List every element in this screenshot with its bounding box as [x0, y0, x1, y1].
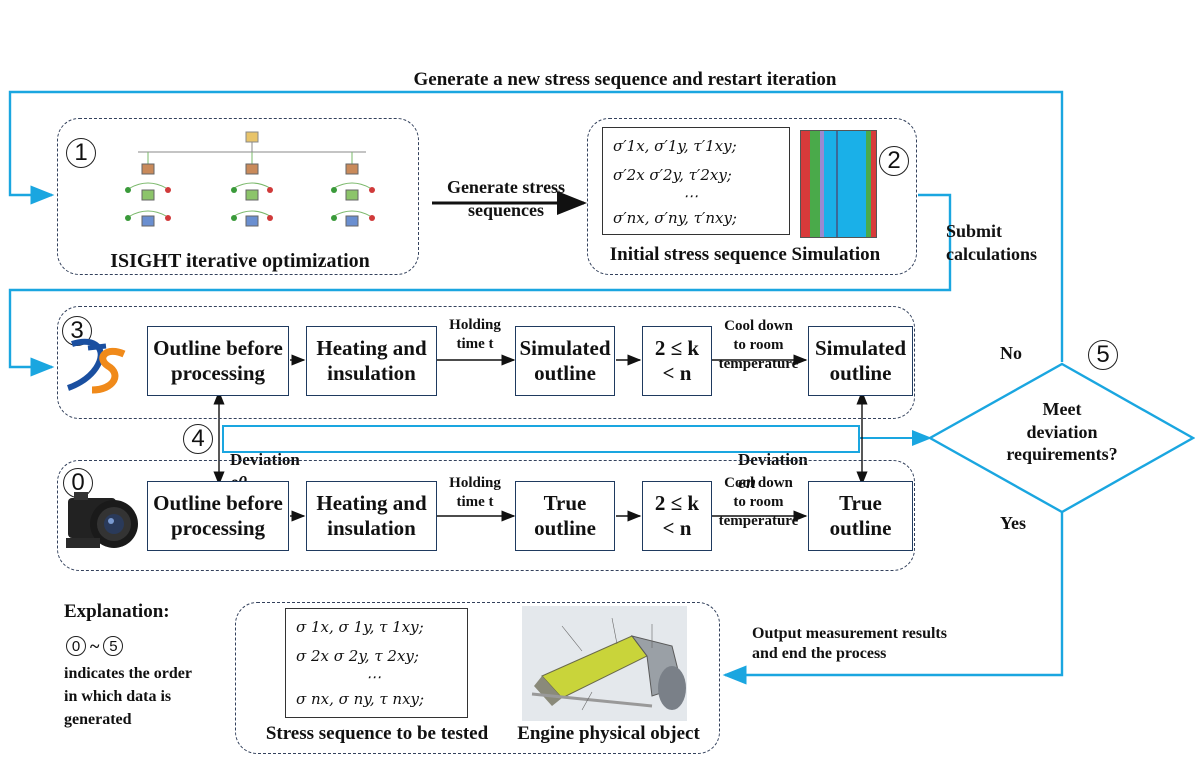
true-cool-label: Cool down to room temperature: [718, 475, 799, 529]
isight-caption: ISIGHT iterative optimization: [110, 250, 370, 272]
step-5-marker: 5: [1088, 340, 1118, 370]
step-4-marker: 4: [183, 424, 213, 454]
explanation-start-marker: 0: [66, 636, 86, 656]
deviation-en-label: Deviation en: [738, 428, 808, 493]
step-2-marker: 2: [879, 146, 909, 176]
true-outline-before-box: Outline before processing: [147, 481, 289, 551]
sim-simulated-outline-box: Simulated outline: [515, 326, 615, 396]
deviation-bar: [222, 425, 860, 453]
explanation-separator: ~: [90, 635, 100, 656]
simulation-strip-image: [800, 130, 877, 238]
explanation-title: Explanation:: [64, 601, 170, 622]
yes-output-line: [722, 512, 1064, 685]
step-1-marker: 1: [66, 138, 96, 168]
true-true-outline-box: True outline: [515, 481, 615, 551]
initial-stress-caption: Initial stress sequence Simulation: [609, 244, 881, 265]
deviation-en-symbol: en: [738, 471, 756, 492]
explanation-end-marker: 5: [103, 636, 124, 656]
sim-final-outline-box: Simulated outline: [808, 326, 913, 396]
tested-stress-row-ellipsis: ⋯: [366, 668, 381, 686]
deviation-right-text: Deviation: [738, 450, 808, 470]
tested-caption: Stress sequence to be tested: [265, 723, 489, 744]
submit-loop-line: [8, 193, 952, 377]
sim-k-range-box: 2 ≤ k < n: [642, 326, 712, 396]
decision-text: Meet deviation requirements?: [1006, 399, 1118, 464]
sim-outline-before-box: Outline before processing: [147, 326, 289, 396]
explanation-range: 0 ~ 5: [66, 634, 146, 658]
true-final-outline-box: True outline: [808, 481, 913, 551]
ds-logo-icon: [66, 336, 132, 394]
true-holding-label: Holding time t: [449, 475, 501, 510]
engine-photo: [522, 606, 687, 721]
sim-heating-box: Heating and insulation: [306, 326, 437, 396]
tested-stress-row-n: σ nx, σ ny, τ nxy;: [296, 690, 425, 708]
initial-stress-row-n: σ′nx, σ′ny, τ′nxy;: [613, 209, 737, 227]
decision-no-label: No: [1000, 343, 1022, 363]
isight-workflow-image: [118, 128, 386, 238]
output-results-label: Output measurement results and end the p…: [752, 625, 947, 662]
sim-cool-label: Cool down to room temperature: [718, 318, 799, 372]
restart-loop-line: [8, 90, 1064, 362]
decision-diamond: [927, 362, 1196, 514]
restart-iteration-label: Generate a new stress sequence and resta…: [413, 69, 837, 90]
initial-stress-panel: [587, 118, 917, 275]
explanation-text: indicates the order in which data is gen…: [64, 665, 192, 729]
initial-stress-row-1: σ′1x, σ′1y, τ′1xy;: [613, 137, 737, 155]
tested-stress-row-1: σ 1x, σ 1y, τ 1xy;: [296, 618, 424, 636]
deviation-left-text: Deviation: [230, 450, 300, 470]
tested-stress-box: σ 1x, σ 1y, τ 1xy; σ 2x σ 2y, τ 2xy; ⋯ σ…: [285, 608, 468, 718]
true-heating-box: Heating and insulation: [306, 481, 437, 551]
sim-holding-label: Holding time t: [449, 317, 501, 352]
isight-panel: [57, 118, 419, 275]
tested-stress-row-2: σ 2x σ 2y, τ 2xy;: [296, 646, 419, 665]
true-panel: [57, 460, 915, 571]
simulation-panel: [57, 306, 915, 419]
engine-caption: Engine physical object: [517, 723, 700, 744]
output-panel: [235, 602, 720, 754]
generate-stress-label: Generate stress sequences: [446, 177, 566, 220]
initial-stress-box: σ′1x, σ′1y, τ′1xy; σ′2x σ′2y, τ′2xy; ⋯ σ…: [602, 127, 790, 235]
camera-icon: [64, 488, 142, 554]
initial-stress-row-ellipsis: ⋯: [683, 187, 698, 205]
true-k-range-box: 2 ≤ k < n: [642, 481, 712, 551]
submit-calculations-label: Submit calculations: [946, 221, 1038, 264]
decision-yes-label: Yes: [1000, 513, 1026, 533]
initial-stress-row-2: σ′2x σ′2y, τ′2xy;: [613, 165, 732, 184]
